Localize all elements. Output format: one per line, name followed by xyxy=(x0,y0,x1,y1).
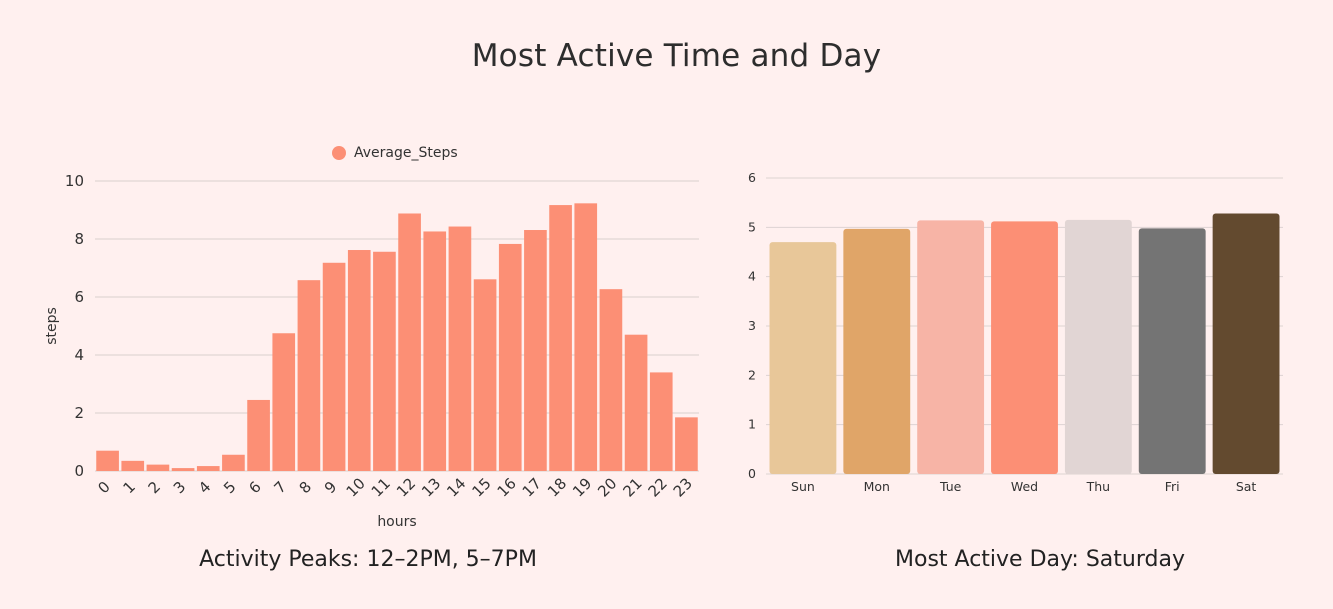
legend-label: Average_Steps xyxy=(354,145,458,161)
bar-hour-3 xyxy=(171,468,195,471)
x-tick-label: 11 xyxy=(368,474,394,500)
y-tick-label: 8 xyxy=(74,230,84,248)
x-tick-label: 13 xyxy=(418,474,444,500)
bar-hour-16 xyxy=(498,243,522,471)
x-tick-label: 7 xyxy=(270,478,289,497)
bar-sun xyxy=(769,242,837,474)
x-tick-label: 17 xyxy=(519,474,545,500)
x-tick-label: 6 xyxy=(245,478,264,497)
x-tick-label: Wed xyxy=(1011,479,1038,494)
y-tick-label: 2 xyxy=(74,404,84,422)
x-tick-label: 15 xyxy=(468,474,494,500)
y-tick-label: 1 xyxy=(748,417,756,432)
bar-tue xyxy=(917,220,985,474)
bar-fri xyxy=(1138,228,1206,474)
bar-hour-8 xyxy=(297,280,321,471)
y-axis-label: steps xyxy=(44,307,60,345)
x-tick-label: 3 xyxy=(170,478,189,497)
x-tick-label: 0 xyxy=(94,478,113,497)
bar-hour-10 xyxy=(347,250,371,471)
bar-hour-11 xyxy=(373,251,396,471)
x-tick-label: 10 xyxy=(343,474,369,500)
y-tick-label: 6 xyxy=(74,288,84,306)
bar-hour-5 xyxy=(222,454,245,471)
bar-hour-21 xyxy=(624,334,648,471)
left-bars xyxy=(96,203,698,472)
bar-wed xyxy=(991,221,1058,474)
legend: Average_Steps xyxy=(332,145,458,161)
bar-hour-7 xyxy=(272,333,296,471)
bar-hour-4 xyxy=(196,466,220,471)
bar-hour-20 xyxy=(599,289,623,471)
x-tick-label: 21 xyxy=(619,474,645,500)
x-tick-label: Mon xyxy=(864,479,890,494)
x-tick-label: 19 xyxy=(569,474,595,500)
x-tick-label: 1 xyxy=(119,478,138,497)
x-tick-label: 9 xyxy=(321,478,340,497)
right-bars xyxy=(769,213,1280,474)
y-tick-label: 0 xyxy=(748,466,756,481)
x-tick-label: 8 xyxy=(296,478,315,497)
bar-hour-12 xyxy=(398,213,421,472)
x-tick-label: 12 xyxy=(393,474,419,500)
bar-hour-18 xyxy=(549,205,572,471)
y-tick-label: 2 xyxy=(748,367,756,382)
bar-hour-15 xyxy=(473,279,497,471)
x-tick-label: 22 xyxy=(645,474,671,500)
legend-marker xyxy=(332,146,346,160)
bar-hour-0 xyxy=(96,450,119,471)
x-tick-label: 23 xyxy=(670,474,696,500)
bar-hour-17 xyxy=(524,230,547,471)
right-x-ticks: Sun Mon Tue Wed Thu Fri Sat xyxy=(791,479,1256,494)
y-tick-label: 0 xyxy=(74,462,84,480)
bar-mon xyxy=(843,228,911,474)
bar-sat xyxy=(1212,213,1280,474)
x-tick-label: Tue xyxy=(939,479,962,494)
x-tick-label: 16 xyxy=(494,474,520,500)
bar-hour-22 xyxy=(649,372,673,471)
bar-hour-2 xyxy=(146,464,170,471)
x-tick-label: Fri xyxy=(1165,479,1180,494)
y-tick-label: 4 xyxy=(748,269,756,284)
y-tick-label: 6 xyxy=(748,170,756,185)
bar-hour-19 xyxy=(574,203,598,471)
right-y-ticks: 0 1 2 3 4 5 6 xyxy=(748,170,756,481)
x-tick-label: 4 xyxy=(195,478,214,497)
x-tick-label: Thu xyxy=(1086,479,1110,494)
x-tick-label: Sat xyxy=(1236,479,1257,494)
x-tick-label: 20 xyxy=(594,474,620,500)
left-gridlines xyxy=(95,180,699,472)
page-title: Most Active Time and Day xyxy=(471,38,882,74)
x-axis-label: hours xyxy=(377,514,416,530)
x-tick-label: Sun xyxy=(791,479,815,494)
x-tick-label: 18 xyxy=(544,474,570,500)
x-tick-label: 2 xyxy=(145,478,164,497)
weekday-steps-chart: 0 1 2 3 4 5 6 Sun Mon Tue Wed Thu Fri Sat xyxy=(748,170,1283,494)
x-tick-label: 5 xyxy=(220,478,239,497)
y-tick-label: 4 xyxy=(74,346,84,364)
y-tick-label: 10 xyxy=(65,172,84,190)
y-tick-label: 3 xyxy=(748,318,756,333)
bar-hour-9 xyxy=(322,262,346,471)
left-chart-caption: Activity Peaks: 12–2PM, 5–7PM xyxy=(199,547,537,572)
bar-hour-23 xyxy=(675,417,698,471)
bar-hour-6 xyxy=(247,399,270,471)
bar-hour-13 xyxy=(423,231,447,471)
x-tick-label: 14 xyxy=(443,474,469,500)
left-y-ticks: 0 2 4 6 8 10 xyxy=(65,172,84,480)
right-chart-caption: Most Active Day: Saturday xyxy=(895,547,1185,572)
bar-hour-1 xyxy=(121,460,145,471)
y-tick-label: 5 xyxy=(748,219,756,234)
bar-hour-14 xyxy=(448,226,472,471)
bar-thu xyxy=(1064,219,1132,474)
